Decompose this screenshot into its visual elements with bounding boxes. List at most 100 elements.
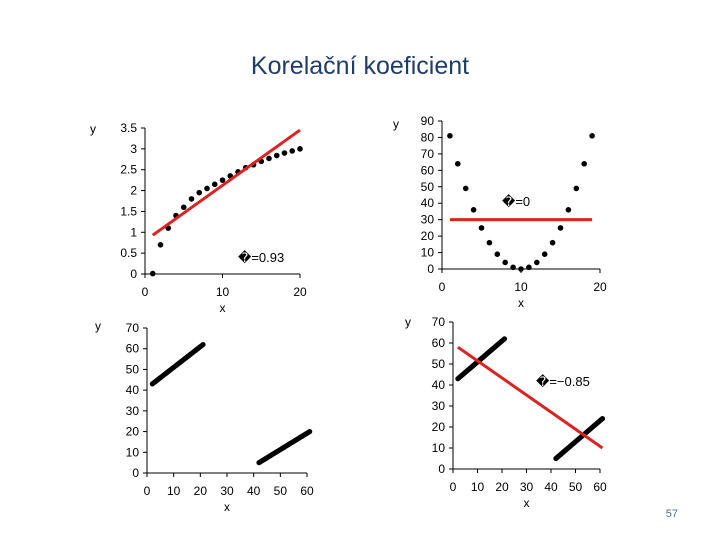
- data-point: [281, 150, 288, 156]
- data-point: [510, 264, 516, 271]
- y-tick-label: 2: [130, 184, 137, 198]
- y-tick-label: 60: [126, 342, 140, 356]
- x-tick-label: 0: [439, 280, 446, 294]
- data-point: [549, 239, 556, 246]
- x-tick-label: 60: [593, 480, 607, 494]
- y-tick-label: 30: [432, 399, 446, 413]
- x-tick-label: 0: [144, 484, 151, 498]
- y-tick-label: 10: [126, 445, 140, 459]
- y-tick-label: 0.5: [120, 246, 137, 260]
- x-tick-label: 50: [569, 480, 583, 494]
- chart-panel-3: [143, 327, 313, 477]
- y-tick-label: 0: [427, 262, 434, 276]
- data-point: [518, 266, 524, 272]
- slide-title: Korelační koeficient: [250, 52, 470, 80]
- y-axis-label: y: [393, 117, 399, 131]
- y-tick-label: 0: [438, 462, 445, 476]
- x-tick-label: 20: [194, 484, 208, 498]
- y-tick-label: 20: [126, 425, 140, 439]
- chart-panel-1: [141, 127, 303, 278]
- data-point: [297, 146, 303, 152]
- data-point: [447, 133, 453, 139]
- x-axis-label: x: [524, 496, 530, 510]
- x-tick-label: 30: [520, 480, 534, 494]
- correlation-label: �=0.93: [238, 250, 284, 265]
- x-axis-label: x: [518, 296, 524, 310]
- y-tick-label: 0: [132, 466, 139, 480]
- data-point: [204, 185, 210, 192]
- data-point: [486, 239, 493, 246]
- data-point: [462, 185, 469, 192]
- x-axis-label: x: [220, 301, 226, 315]
- data-point: [494, 251, 501, 257]
- y-tick-label: 1.5: [120, 204, 137, 218]
- y-tick-label: 70: [126, 321, 140, 335]
- y-tick-label: 10: [421, 246, 435, 260]
- data-point: [157, 242, 164, 248]
- y-tick-label: 20: [432, 420, 446, 434]
- y-tick-label: 40: [126, 383, 140, 397]
- data-point: [502, 259, 509, 266]
- fit-line: [151, 128, 301, 237]
- x-tick-label: 30: [220, 484, 234, 498]
- x-tick-label: 40: [544, 480, 558, 494]
- y-axis-label: y: [90, 122, 96, 136]
- y-tick-label: 1: [130, 225, 137, 239]
- y-axis-label: y: [405, 315, 411, 329]
- data-point: [307, 428, 313, 435]
- data-point: [478, 225, 485, 231]
- x-tick-label: 0: [142, 285, 149, 299]
- y-tick-label: 50: [421, 180, 435, 194]
- x-tick-label: 10: [167, 484, 181, 498]
- y-tick-label: 70: [432, 315, 446, 329]
- fit-line: [457, 345, 604, 450]
- x-tick-label: 40: [247, 484, 261, 498]
- correlation-label: �=0: [502, 194, 530, 209]
- y-tick-label: 70: [421, 147, 435, 161]
- y-tick-label: 30: [126, 404, 140, 418]
- y-tick-label: 3: [130, 142, 137, 156]
- data-point: [188, 196, 195, 202]
- data-point: [599, 416, 606, 422]
- y-tick-label: 30: [421, 213, 435, 227]
- correlation-label: �=−0.85: [536, 374, 590, 389]
- y-tick-label: 50: [126, 362, 140, 376]
- x-tick-label: 10: [514, 280, 528, 294]
- data-point: [581, 160, 587, 167]
- data-point: [470, 207, 477, 213]
- data-point: [557, 225, 564, 231]
- y-tick-label: 90: [421, 114, 435, 128]
- y-tick-label: 60: [421, 163, 435, 177]
- y-tick-label: 50: [432, 357, 446, 371]
- data-point: [501, 336, 508, 342]
- data-point: [565, 207, 572, 213]
- data-point: [573, 185, 580, 192]
- x-tick-label: 10: [216, 285, 230, 299]
- y-tick-label: 0: [130, 267, 137, 281]
- data-point: [541, 251, 548, 257]
- data-point: [273, 152, 280, 159]
- x-tick-label: 10: [471, 480, 485, 494]
- x-tick-label: 20: [495, 480, 509, 494]
- y-tick-label: 3.5: [120, 121, 137, 135]
- y-tick-label: 10: [432, 441, 446, 455]
- y-tick-label: 60: [432, 336, 446, 350]
- data-point: [266, 155, 272, 162]
- y-tick-label: 40: [432, 378, 446, 392]
- data-point: [211, 181, 218, 188]
- data-point: [589, 133, 595, 139]
- x-tick-label: 60: [300, 484, 314, 498]
- y-tick-label: 80: [421, 130, 435, 144]
- x-tick-label: 50: [274, 484, 288, 498]
- chart-panel-4: [449, 321, 606, 473]
- x-tick-label: 20: [593, 280, 607, 294]
- data-point: [196, 189, 203, 196]
- y-axis-label: y: [95, 319, 101, 333]
- data-point: [455, 160, 461, 167]
- x-tick-label: 20: [293, 285, 307, 299]
- page-number: 57: [665, 508, 678, 520]
- data-point: [180, 204, 187, 211]
- data-point: [289, 148, 296, 154]
- data-point: [534, 259, 540, 266]
